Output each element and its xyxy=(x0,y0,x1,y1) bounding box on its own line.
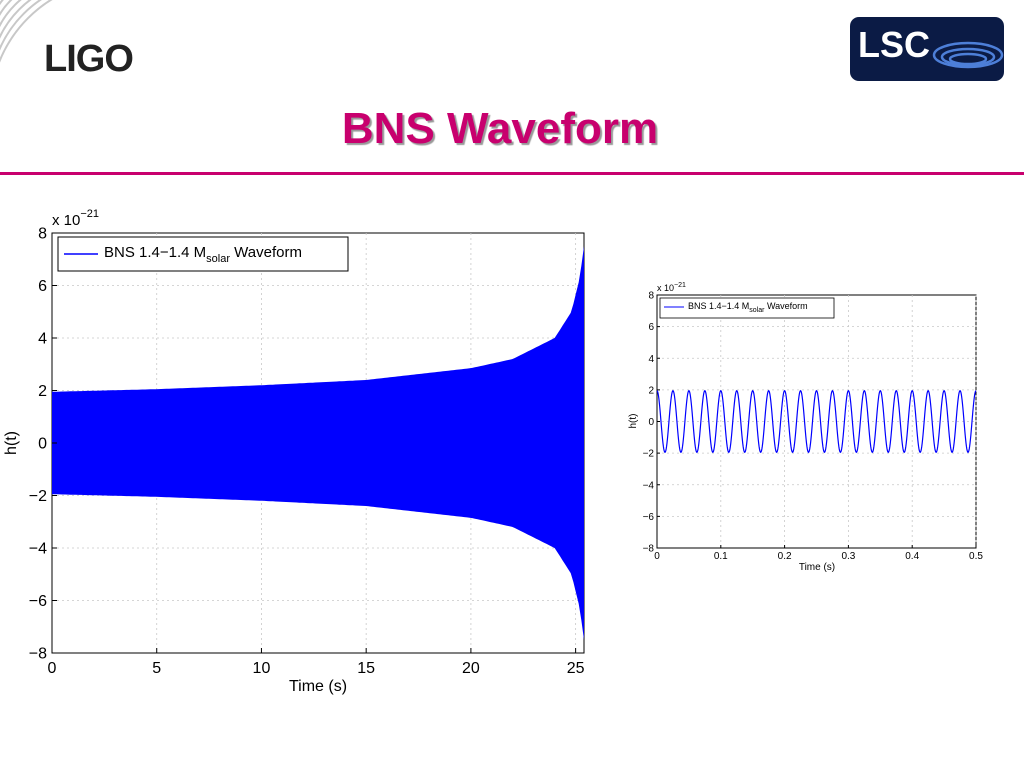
y-tick-label: −6 xyxy=(29,593,47,610)
x-tick-label: 0 xyxy=(48,660,57,677)
x-tick-label: 20 xyxy=(462,660,480,677)
title-divider xyxy=(0,172,1024,175)
x-tick-label: 5 xyxy=(152,660,161,677)
x-tick-label: 0.3 xyxy=(841,551,855,562)
x-tick-label: 25 xyxy=(567,660,585,677)
lsc-logo-text: LSC xyxy=(858,24,930,65)
x-tick-label: 10 xyxy=(253,660,271,677)
x-tick-label: 15 xyxy=(357,660,375,677)
waveform-chart-zoom: −8 −6 −4 −2 0 2 4 6 8 0 0.1 0.2 0.3 0.4 0.5 x 10−21 T… xyxy=(628,282,983,573)
x-axis-label: Time (s) xyxy=(289,678,347,695)
x-axis-label: Time (s) xyxy=(799,562,835,573)
y-tick-label: −4 xyxy=(29,541,47,558)
lsc-logo: LSC xyxy=(850,17,1004,81)
y-tick-label: 0 xyxy=(38,436,47,453)
y-ticks: −8 −6 −4 −2 0 2 4 6 8 xyxy=(29,226,57,663)
x-tick-label: 0.1 xyxy=(714,551,728,562)
legend-label: BNS 1.4−1.4 Msolar Waveform xyxy=(104,244,302,265)
y-tick-label: −4 xyxy=(643,480,655,491)
x-tick-label: 0 xyxy=(654,551,660,562)
waveform-fill xyxy=(52,246,584,640)
y-tick-label: 8 xyxy=(648,291,654,302)
y-axis-label: h(t) xyxy=(628,414,639,429)
y-tick-label: −8 xyxy=(643,544,655,555)
y-tick-label: −2 xyxy=(643,449,655,460)
y-tick-label: −6 xyxy=(643,512,655,523)
grid xyxy=(657,295,977,548)
waveform-chart-full: −8 −6 −4 −2 0 2 4 6 8 0 5 10 15 20 25 x 10−21 Time (s… xyxy=(3,208,585,695)
y-tick-label: −2 xyxy=(29,488,47,505)
x-tick-label: 0.2 xyxy=(778,551,792,562)
y-tick-label: 2 xyxy=(648,385,654,396)
ligo-logo xyxy=(0,0,53,63)
y-multiplier: x 10−21 xyxy=(657,282,686,293)
x-tick-label: 0.5 xyxy=(969,551,983,562)
x-ticks: 0 0.1 0.2 0.3 0.4 0.5 xyxy=(654,545,983,562)
y-tick-label: 2 xyxy=(38,383,47,400)
y-tick-label: 6 xyxy=(38,278,47,295)
y-tick-label: 8 xyxy=(38,226,47,243)
legend: BNS 1.4−1.4 Msolar Waveform xyxy=(659,297,835,319)
x-ticks: 0 5 10 15 20 25 xyxy=(48,648,585,677)
y-tick-label: −8 xyxy=(29,646,47,663)
legend: BNS 1.4−1.4 Msolar Waveform xyxy=(57,236,349,272)
ligo-logo-text: LIGO xyxy=(44,38,134,80)
y-tick-label: 4 xyxy=(648,354,654,365)
y-tick-label: 4 xyxy=(38,331,47,348)
y-tick-label: 0 xyxy=(648,417,654,428)
slide-title: BNS Waveform xyxy=(341,104,659,153)
waveform-line xyxy=(656,389,977,454)
y-multiplier: x 10−21 xyxy=(52,208,99,229)
x-tick-label: 0.4 xyxy=(905,551,919,562)
y-axis-label: h(t) xyxy=(3,431,20,455)
legend-label: BNS 1.4−1.4 Msolar Waveform xyxy=(688,301,808,314)
y-tick-label: 6 xyxy=(648,322,654,333)
y-ticks: −8 −6 −4 −2 0 2 4 6 8 xyxy=(643,291,660,555)
